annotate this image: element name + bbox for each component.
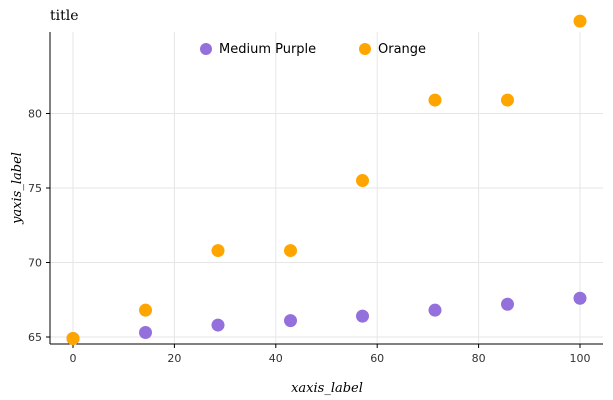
- x-tick-label: 60: [370, 352, 384, 365]
- x-axis-ticks: 0 20 40 60 80 100: [70, 344, 591, 365]
- y-tick-label: 65: [28, 331, 42, 344]
- y-tick-label: 80: [28, 108, 42, 121]
- legend: Medium Purple Orange: [200, 42, 426, 57]
- y-tick-label: 75: [28, 182, 42, 195]
- legend-label-medium-purple: Medium Purple: [219, 42, 316, 57]
- point-medium-purple: [573, 291, 587, 305]
- legend-marker-orange: [359, 43, 371, 55]
- x-axis-label: xaxis_label: [291, 381, 363, 396]
- y-axis-label: yaxis_label: [10, 152, 25, 225]
- point-medium-purple: [139, 326, 153, 340]
- point-medium-purple: [211, 318, 225, 332]
- point-orange: [139, 303, 153, 317]
- x-tick-label: 40: [269, 352, 283, 365]
- data-points: [66, 14, 587, 345]
- chart-title: title: [50, 8, 79, 24]
- point-medium-purple: [428, 303, 442, 317]
- point-medium-purple: [355, 309, 369, 323]
- point-medium-purple: [284, 314, 298, 328]
- x-tick-label: 100: [570, 352, 591, 365]
- grid: [50, 32, 603, 344]
- y-axis-ticks: 65 70 75 80: [28, 108, 50, 344]
- x-tick-label: 20: [167, 352, 181, 365]
- point-orange: [66, 331, 80, 345]
- y-tick-label: 70: [28, 257, 42, 270]
- point-medium-purple: [500, 297, 514, 311]
- point-orange: [428, 93, 442, 107]
- legend-marker-medium-purple: [200, 43, 212, 55]
- legend-label-orange: Orange: [378, 42, 426, 57]
- point-orange: [211, 244, 225, 258]
- point-orange: [284, 244, 298, 258]
- x-tick-label: 80: [472, 352, 486, 365]
- x-tick-label: 0: [70, 352, 77, 365]
- point-orange: [355, 174, 369, 188]
- point-orange: [500, 93, 514, 107]
- point-orange: [573, 14, 587, 28]
